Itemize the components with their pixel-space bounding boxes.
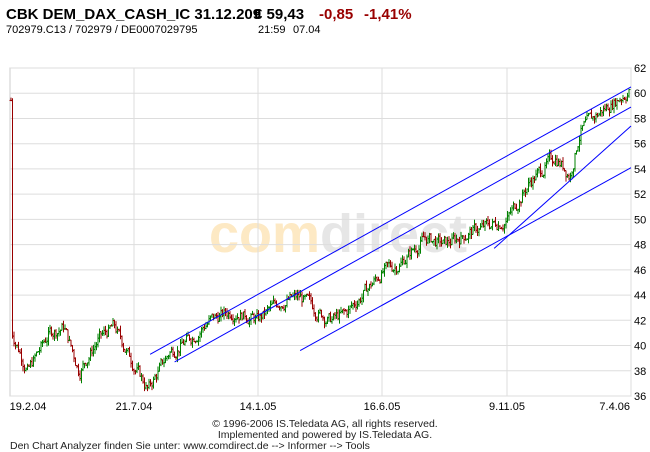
watermark-com: com — [209, 204, 320, 264]
y-tick-label: 40 — [634, 341, 646, 353]
ohlc-bar — [627, 88, 631, 98]
x-tick-label: 19.2.04 — [10, 401, 47, 413]
trendline — [493, 125, 632, 249]
y-tick-label: 62 — [634, 63, 646, 75]
quote-date: 07.04 — [293, 24, 321, 36]
watermark-direct: direct — [320, 204, 467, 264]
y-tick-label: 42 — [634, 315, 646, 327]
instrument-title: CBK DEM_DAX_CASH_IC 31.12.209 — [6, 6, 262, 23]
y-tick-label: 52 — [634, 189, 646, 201]
x-tick-label: 14.1.05 — [240, 401, 277, 413]
y-tick-label: 38 — [634, 366, 646, 378]
y-tick-label: 54 — [634, 164, 646, 176]
instrument-ids: 702979.C13 / 702979 / DE0007029795 — [6, 24, 198, 36]
x-tick-label: 16.6.05 — [364, 401, 401, 413]
trendline — [174, 106, 632, 363]
y-tick-label: 50 — [634, 214, 646, 226]
last-price: € 59,43 — [254, 6, 305, 23]
y-tick-label: 46 — [634, 265, 646, 277]
trendline — [299, 167, 632, 352]
ohlc-bar — [11, 98, 14, 339]
price-change: -0,85 — [319, 6, 354, 23]
trendline — [149, 86, 632, 355]
y-tick-label: 58 — [634, 113, 646, 125]
y-tick-label: 48 — [634, 240, 646, 252]
price-change-percent: -1,41% — [364, 6, 412, 23]
quote-time: 21:59 — [258, 24, 286, 36]
y-tick-label: 56 — [634, 139, 646, 151]
footer-copyright: © 1996-2006 IS.Teledata AG, all rights r… — [212, 418, 438, 430]
x-tick-label: 21.7.04 — [116, 401, 153, 413]
footer-powered-by: Implemented and powered by IS.Teledata A… — [217, 429, 433, 441]
y-tick-label: 60 — [634, 88, 646, 100]
y-tick-label: 36 — [634, 391, 646, 403]
footer-chart-analyzer: Den Chart Analyzer finden Sie unter: www… — [10, 440, 370, 452]
x-tick-label: 9.11.05 — [489, 401, 525, 413]
y-tick-label: 44 — [634, 290, 646, 302]
x-tick-label: 7.4.06 — [599, 401, 630, 413]
